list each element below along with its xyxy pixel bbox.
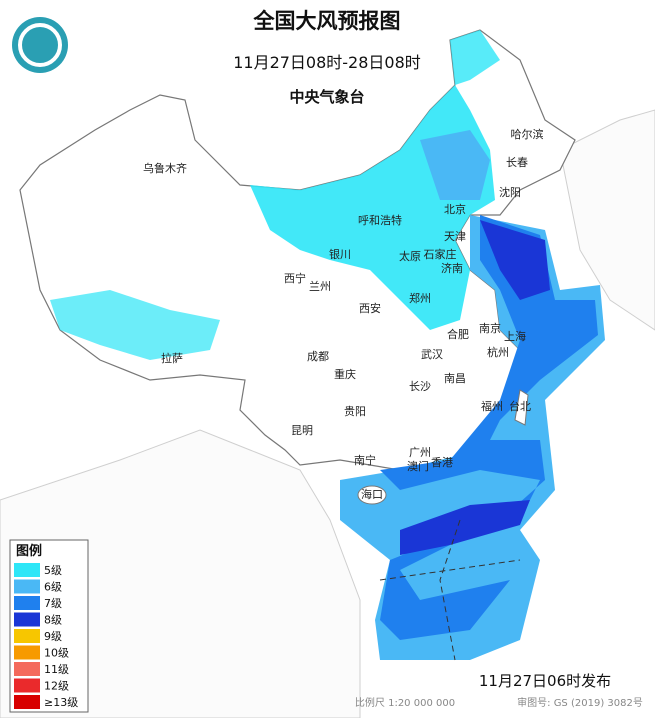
- scale: 比例尺 1:20 000 000: [355, 696, 455, 709]
- city: 太原: [399, 250, 421, 263]
- city: 银川: [329, 247, 351, 261]
- city: 济南: [441, 261, 463, 275]
- city: 沈阳: [499, 185, 521, 199]
- city: 呼和浩特: [358, 213, 402, 227]
- city: 长沙: [409, 380, 431, 393]
- city: 北京: [444, 202, 466, 216]
- city: 贵阳: [344, 405, 366, 418]
- issued-time: 11月27日06时发布: [479, 672, 611, 690]
- neighbor-land: [559, 109, 655, 331]
- city: 天津: [444, 230, 466, 243]
- city: 澳门: [407, 459, 429, 473]
- legend-swatch: [14, 662, 40, 676]
- city: 乌鲁木齐: [143, 161, 187, 175]
- legend-swatch: [14, 596, 40, 610]
- wind-area-8: [480, 220, 550, 300]
- wind-area-6: [420, 130, 490, 200]
- legend-label: 12级: [44, 680, 69, 693]
- city: 西宁: [284, 271, 306, 285]
- wind-area-5: [50, 290, 220, 360]
- legend-swatch: [14, 645, 40, 660]
- legend-label: 7级: [44, 597, 62, 610]
- neighbor-land: [0, 429, 361, 718]
- boundary-line: [439, 519, 461, 661]
- legend-swatch: [14, 563, 40, 577]
- review-number: 审图号: GS (2019) 3082号: [517, 696, 643, 709]
- city: 南昌: [444, 372, 466, 385]
- legend-label: 8级: [44, 614, 62, 627]
- legend-label: 9级: [44, 630, 62, 643]
- hainan: [357, 485, 387, 505]
- legend-label: 5级: [44, 564, 62, 577]
- city: 石家庄: [424, 247, 457, 261]
- legend-label: 10级: [44, 647, 69, 660]
- city: 昆明: [291, 424, 313, 437]
- legend-swatch: [14, 579, 40, 594]
- city: 广州: [409, 446, 431, 459]
- city: 哈尔滨: [511, 127, 544, 141]
- city: 海口: [361, 487, 383, 501]
- city: 合肥: [447, 327, 469, 341]
- wind-area-7: [380, 215, 598, 640]
- legend-label: ≥13级: [44, 696, 78, 709]
- legend-label: 6级: [44, 581, 62, 594]
- title: 全国大风预报图: [253, 9, 401, 33]
- city: 郑州: [409, 291, 431, 305]
- city-labels: 乌鲁木齐 哈尔滨 长春 沈阳 北京 天津 呼和浩特 银川 太原 石家庄 济南 西…: [143, 127, 544, 501]
- city: 兰州: [309, 280, 331, 293]
- legend-items: 5级 6级 7级 8级 9级 10级 11级 12级 ≥13级: [14, 563, 78, 709]
- agency: 中央气象台: [289, 88, 364, 106]
- legend-swatch: [14, 678, 40, 693]
- city: 武汉: [421, 348, 443, 361]
- city: 拉萨: [161, 351, 183, 365]
- wind-area-8: [400, 500, 530, 555]
- city: 西安: [359, 301, 381, 315]
- legend-title: 图例: [16, 543, 42, 559]
- legend-label: 11级: [44, 663, 69, 676]
- city: 重庆: [334, 367, 356, 381]
- legend-swatch: [14, 629, 40, 643]
- city: 台北: [509, 399, 531, 413]
- logo: [18, 23, 62, 67]
- legend-swatch: [14, 612, 40, 627]
- city: 上海: [504, 329, 526, 343]
- city: 香港: [431, 456, 453, 469]
- legend-swatch: [14, 695, 40, 709]
- taiwan: [514, 389, 529, 426]
- city: 杭州: [487, 345, 509, 359]
- city: 南宁: [354, 453, 376, 467]
- boundary-line: [379, 559, 521, 581]
- city: 成都: [307, 350, 329, 363]
- city: 长春: [506, 156, 528, 169]
- city: 南京: [479, 321, 501, 335]
- wind-area-5: [450, 30, 500, 85]
- city: 福州: [481, 399, 503, 413]
- subtitle: 11月27日08时-28日08时: [233, 53, 421, 72]
